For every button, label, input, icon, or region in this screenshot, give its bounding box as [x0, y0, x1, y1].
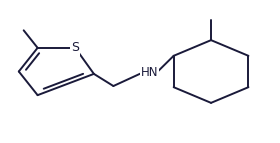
Text: S: S [71, 41, 79, 54]
Text: HN: HN [141, 66, 158, 79]
